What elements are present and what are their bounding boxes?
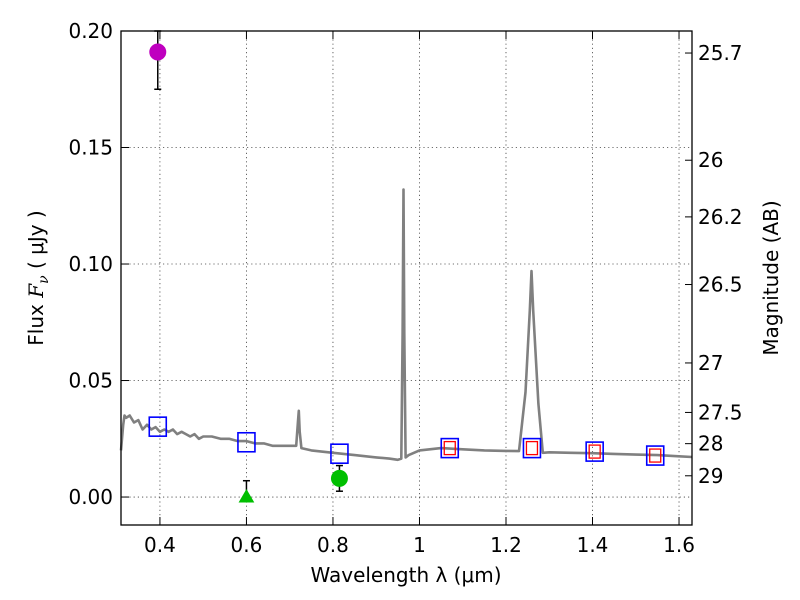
magnitude-tick-label: 25.7 bbox=[698, 41, 743, 65]
magnitude-tick-label: 26.5 bbox=[698, 273, 743, 297]
magnitude-tick-label: 28 bbox=[698, 432, 723, 456]
upper-limit-marker bbox=[238, 489, 255, 503]
model-flux-inner-square bbox=[588, 444, 601, 459]
model-flux-inner-square bbox=[443, 440, 456, 456]
y-axis-title: Flux Fν ( μJy ) bbox=[24, 210, 52, 345]
magnitude-tick-label: 27.5 bbox=[698, 400, 743, 424]
model-flux-inner-square bbox=[525, 440, 539, 456]
y-tick-label: 0.20 bbox=[68, 19, 113, 43]
axis-ticks: 0.4 0.6 0.8 1 1.2 1.4 1.6 0.00 0.05 0.10 0.15 0.20 2… bbox=[68, 19, 742, 557]
magnitude-tick-label: 29 bbox=[698, 464, 723, 488]
model-flux-square bbox=[585, 441, 604, 462]
model-photometry-layer bbox=[148, 416, 665, 466]
y-axis-title-prefix: Flux bbox=[24, 298, 48, 346]
observed-photometry-layer bbox=[149, 30, 348, 503]
observed-point bbox=[330, 469, 348, 487]
template-spectrum-line bbox=[119, 188, 693, 462]
model-flux-square bbox=[522, 437, 542, 459]
model-flux-inner-square bbox=[649, 448, 662, 463]
magnitude-axis-title: Magnitude (AB) bbox=[759, 200, 783, 355]
x-tick-label: 1.6 bbox=[663, 533, 695, 557]
y-tick-label: 0.05 bbox=[68, 369, 113, 393]
y-tick-label: 0.00 bbox=[68, 485, 113, 509]
x-tick-label: 1 bbox=[413, 533, 426, 557]
magnitude-tick-label: 26 bbox=[698, 148, 723, 172]
y-tick-label: 0.15 bbox=[68, 136, 113, 160]
y-axis-title-symbol: F bbox=[24, 283, 48, 299]
y-tick-label: 0.10 bbox=[68, 252, 113, 276]
x-tick-label: 1.2 bbox=[490, 533, 522, 557]
y-axis-title-subscript: ν bbox=[36, 275, 52, 284]
model-flux-square bbox=[148, 416, 168, 437]
model-flux-square bbox=[237, 431, 256, 453]
x-tick-label: 0.6 bbox=[231, 533, 263, 557]
plot-frame bbox=[120, 30, 693, 526]
x-axis-title: Wavelength λ (μm) bbox=[310, 563, 501, 587]
magnitude-tick-label: 26.2 bbox=[698, 205, 743, 229]
model-flux-square bbox=[330, 443, 349, 464]
magnitude-tick-label: 27 bbox=[698, 351, 723, 375]
spectrum-layer bbox=[119, 188, 693, 462]
x-tick-label: 0.4 bbox=[144, 533, 176, 557]
observed-point bbox=[149, 43, 167, 61]
model-flux-square bbox=[440, 437, 460, 459]
y-axis-title-units: ( μJy ) bbox=[24, 210, 48, 275]
model-flux-square bbox=[645, 445, 665, 466]
x-tick-label: 1.4 bbox=[577, 533, 609, 557]
x-tick-label: 0.8 bbox=[317, 533, 349, 557]
